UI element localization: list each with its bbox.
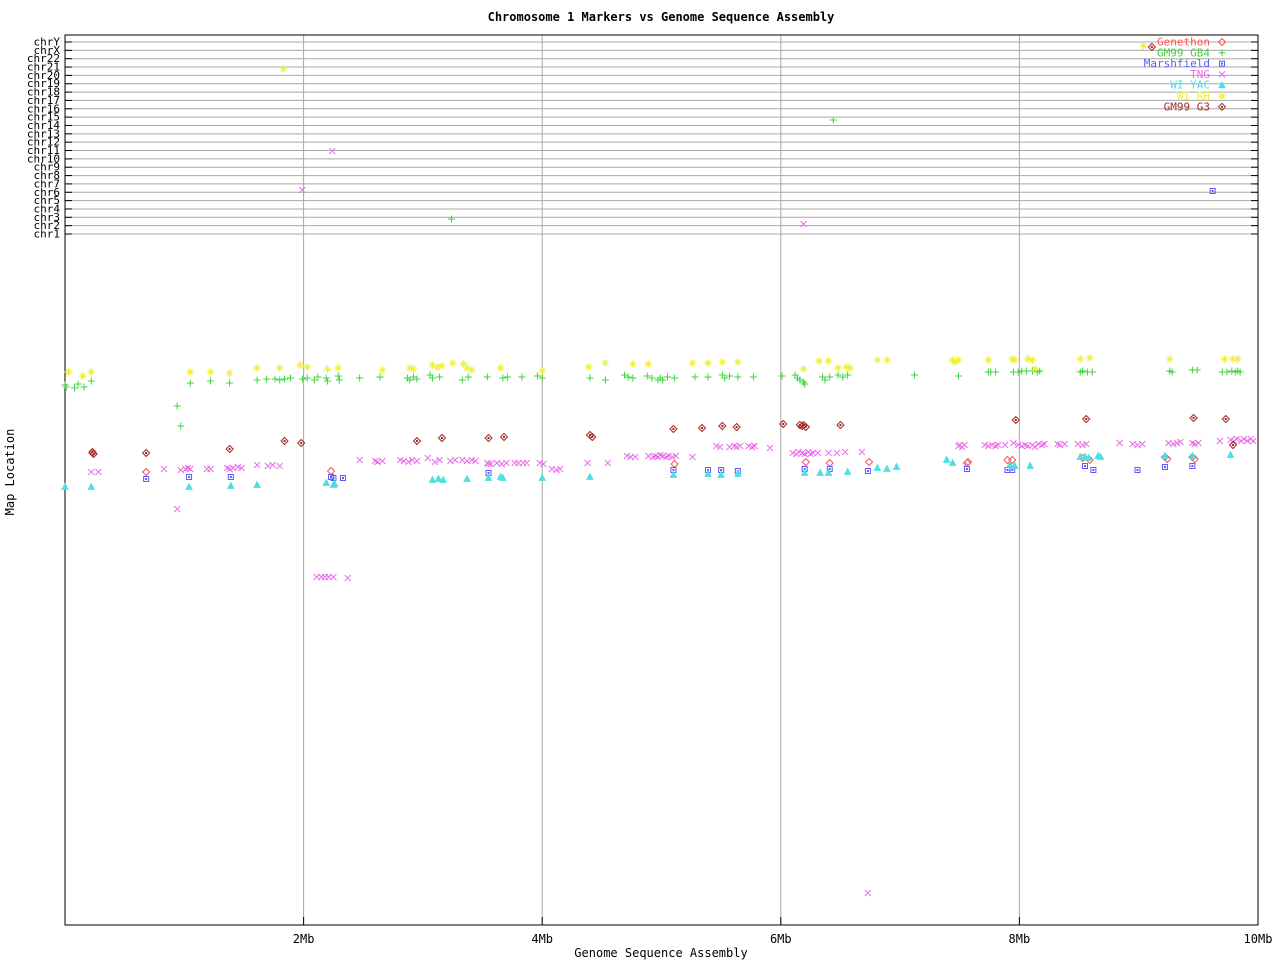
series-wi-rh [64,42,1242,380]
chr-label-chr18: chr18 [27,86,60,99]
legend-marker-wi-rh-icon [1218,92,1226,100]
series-gm99-g3-dots [91,46,1234,455]
x-tick-label-2mb: 2Mb [293,932,315,946]
series-gm99-gb4-points [61,116,1244,430]
x-tick-label-8mb: 8Mb [1009,932,1031,946]
x-tick-label-6mb: 6Mb [770,932,792,946]
chr-label-chr12: chr12 [27,136,60,149]
tick-layer: chrYchrXchr22chr21chr20chr19chr18chr17ch… [27,36,1273,947]
legend-item-gm99-gb4: GM99 GB4 [1157,46,1226,59]
series-gm99-g3-points [88,42,1238,459]
x-tick-label-4mb: 4Mb [531,932,553,946]
chr-label-chr13: chr13 [27,127,60,140]
series-marshfield-points [143,188,1216,482]
chr-label-chr9: chr9 [34,161,61,174]
series-genethon [88,448,1199,477]
legend-label-genethon: Genethon [1157,36,1210,49]
chr-label-chr7: chr7 [34,177,61,190]
legend-item-wi-rh: WI RH [1177,90,1226,103]
legend-marker-gm99-gb4-icon [1218,49,1226,57]
legend-item-gm99-g3: GM99 G3 [1164,100,1227,113]
chr-label-chr3: chr3 [34,211,61,224]
series-wi-rh-points [64,42,1242,380]
chr-label-chr6: chr6 [34,186,61,199]
chr-label-chr19: chr19 [27,77,60,90]
chr-label-chr10: chr10 [27,152,60,165]
y-axis-label: Map Location [3,429,17,516]
legend-label-gm99-gb4: GM99 GB4 [1157,46,1210,59]
legend-label-wi-yac: WI YAC [1170,79,1210,92]
chr-label-chr8: chr8 [34,169,61,182]
chart-title: Chromosome 1 Markers vs Genome Sequence … [488,10,835,24]
legend-item-wi-yac: WI YAC [1170,79,1226,92]
chr-label-chrY: chrY [34,36,61,49]
series-wi-yac-points [61,450,1235,490]
x-axis-label: Genome Sequence Assembly [574,946,747,960]
chr-label-chrX: chrX [34,44,61,57]
legend-label-gm99-g3: GM99 G3 [1164,100,1210,113]
chr-label-chr4: chr4 [34,202,61,215]
legend-label-wi-rh: WI RH [1177,90,1210,103]
chr-label-chr5: chr5 [34,194,61,207]
legend-item-tng: TNG [1190,68,1226,81]
legend-marker-marshfield-icon [1219,60,1225,67]
chr-label-chr15: chr15 [27,111,60,124]
legend-marker-wi-yac-icon [1218,80,1226,89]
chr-label-chr2: chr2 [34,219,61,232]
chr-label-chr17: chr17 [27,94,60,107]
chr-label-chr14: chr14 [27,119,60,132]
legend-marker-dot-marshfield [1221,62,1223,65]
legend-label-tng: TNG [1190,68,1210,81]
series-marshfield [143,188,1216,482]
legend-marker-dot-gm99-g3 [1221,105,1223,108]
series-wi-yac [61,450,1235,490]
chr-label-chr1: chr1 [34,228,61,241]
chr-label-chr20: chr20 [27,69,60,82]
series-gm99-g3 [88,42,1238,459]
plot-border [64,34,1259,926]
series-gm99-gb4 [61,116,1244,430]
legend-label-marshfield: Marshfield [1144,57,1210,70]
legend-marker-gm99-g3-icon [1217,102,1227,112]
chr-label-chr21: chr21 [27,61,60,74]
chr-label-chr16: chr16 [27,102,60,115]
x-tick-label-10mb: 10Mb [1244,932,1273,946]
grid-layer [65,35,1258,925]
series-tng-points [87,147,1257,897]
legend-item-genethon: Genethon [1157,36,1227,49]
legend-item-marshfield: Marshfield [1144,57,1225,70]
series-genethon-points [88,448,1199,477]
series-tng [87,147,1257,897]
legend-marker-genethon-icon [1217,37,1227,47]
series-layer [61,42,1257,897]
chr-label-chr22: chr22 [27,52,60,65]
chr-label-chr11: chr11 [27,144,60,157]
legend-marker-tng-icon [1218,71,1226,78]
